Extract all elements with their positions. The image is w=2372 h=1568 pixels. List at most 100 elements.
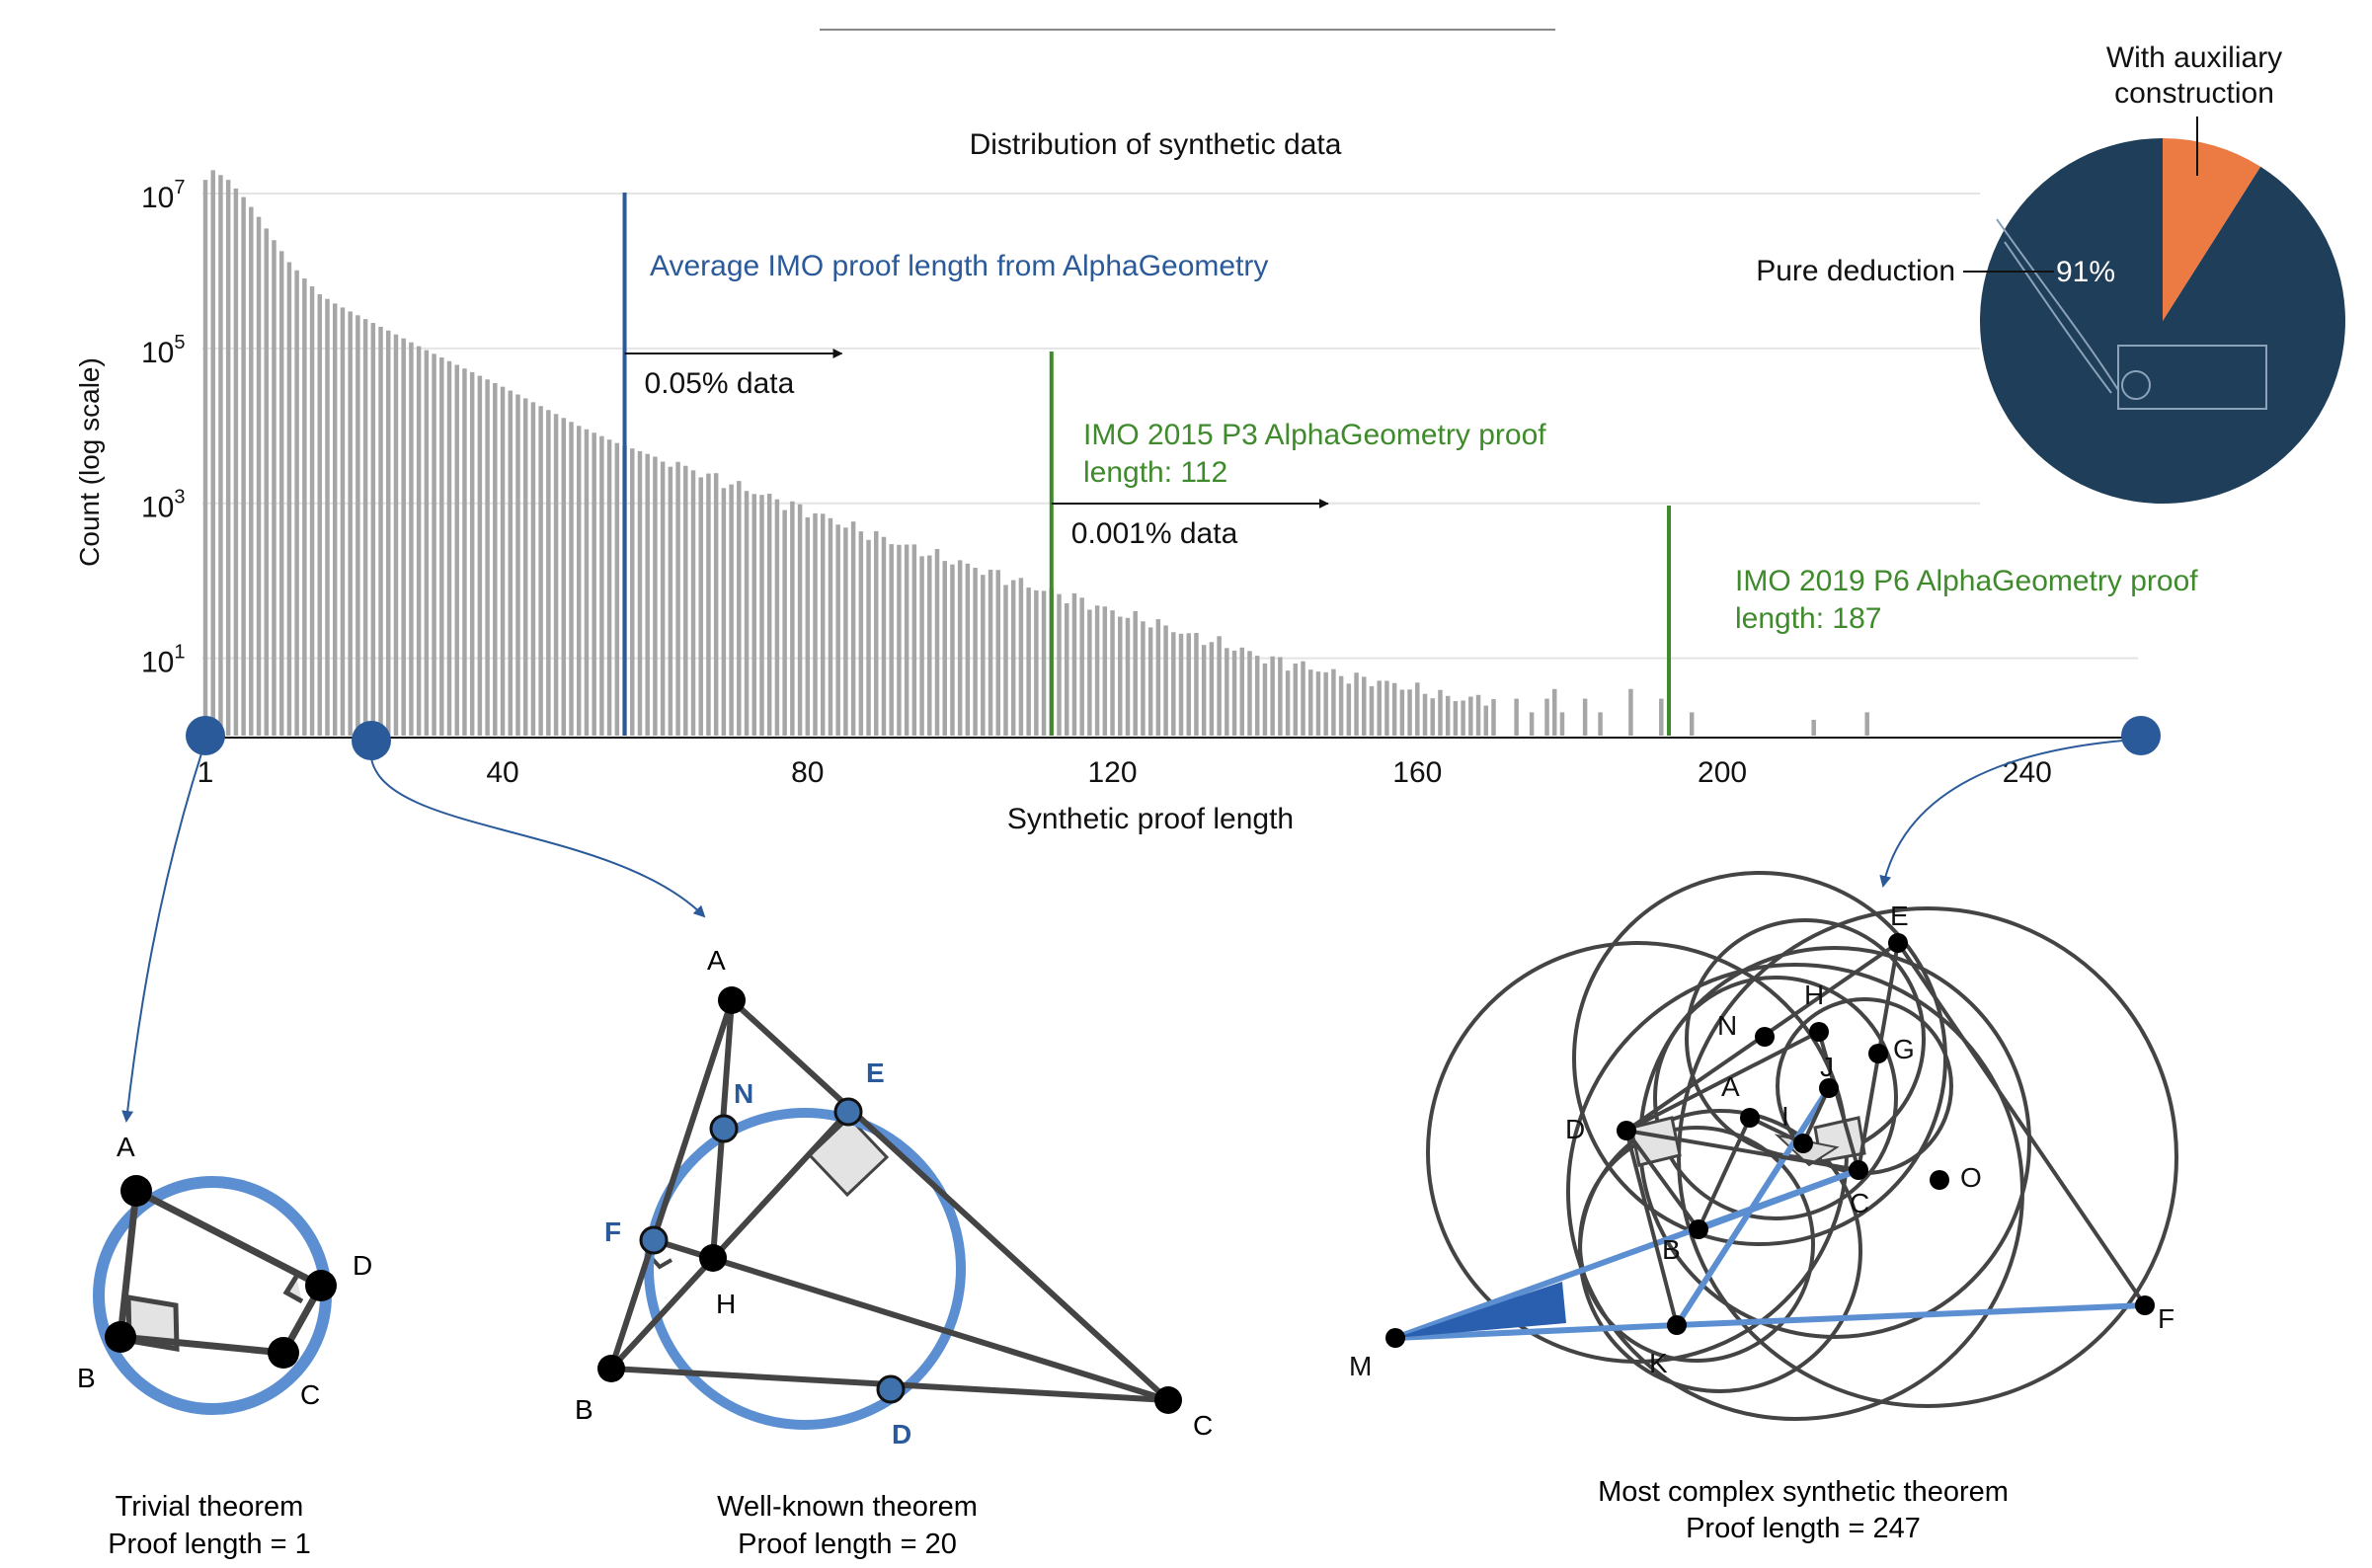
bar (278, 251, 284, 736)
bar (1384, 680, 1389, 736)
bar (272, 240, 277, 737)
bar (675, 461, 680, 736)
bar (1377, 680, 1382, 736)
bar (690, 470, 696, 736)
diagram1-point-d (305, 1270, 337, 1301)
diagram3-segment-ab (1697, 1117, 1752, 1230)
bar (1864, 712, 1869, 736)
bar (737, 481, 742, 736)
diagram3-segment-ji (1801, 1087, 1831, 1144)
diagram2-label-a: A (707, 945, 726, 976)
diagram3-segment-mk (1394, 1322, 1678, 1341)
annotation-label: length: 187 (1735, 602, 1881, 635)
bar (1582, 698, 1588, 736)
bar (477, 375, 483, 736)
pie-inset-circle (2121, 370, 2151, 400)
diagram2-label-d: D (892, 1419, 911, 1450)
bar (1468, 696, 1473, 736)
diagram2-altitude-c (653, 1237, 1169, 1403)
marker-length-20 (352, 721, 391, 760)
diagram3-point-d (1617, 1121, 1636, 1140)
diagram2-point-n (709, 1114, 739, 1143)
bar (493, 382, 498, 736)
diagram2-point-h (699, 1244, 727, 1272)
diagram2-label-f: F (604, 1216, 621, 1247)
bar (713, 473, 719, 736)
bar (1659, 698, 1664, 736)
bar (1461, 700, 1465, 736)
bar (774, 499, 780, 736)
diagram3-label-g: G (1893, 1034, 1915, 1064)
annotation-label: Average IMO proof length from AlphaGeome… (650, 250, 1268, 282)
diagram3-point-h (1809, 1022, 1829, 1042)
bar (553, 414, 559, 736)
bar (1483, 705, 1489, 736)
bar (1391, 682, 1397, 736)
bar (805, 516, 811, 736)
diagram3-label-m: M (1349, 1351, 1372, 1381)
diagram3-circle (1566, 963, 2024, 1421)
bar (1041, 590, 1047, 736)
bar (515, 394, 520, 736)
diagram3-circle (1578, 1126, 1815, 1363)
bar (1438, 689, 1443, 736)
bar (721, 488, 727, 736)
bar (1163, 625, 1168, 736)
bar (309, 286, 315, 736)
diagram3-point-k (1667, 1315, 1687, 1335)
bar (1399, 689, 1405, 736)
diagram2-label-n: N (734, 1078, 753, 1109)
diagram-complex-theorem: E H N G J A I D C O B K M F Most complex… (1349, 871, 2178, 1544)
bar (820, 513, 826, 736)
diagram2-label-b: B (575, 1394, 593, 1425)
bar (432, 353, 436, 736)
bar (1552, 688, 1557, 736)
bar (904, 544, 909, 736)
marker-length-247 (2121, 716, 2161, 755)
bar (1453, 701, 1459, 736)
bar (569, 422, 574, 736)
bar (1079, 597, 1084, 736)
x-tick-label: 40 (486, 756, 518, 789)
bar (1445, 695, 1451, 736)
diagram2-point-e (833, 1097, 863, 1127)
diagram1-segment-ad (134, 1187, 323, 1290)
diagram3-label-o: O (1960, 1162, 1982, 1193)
x-axis-label: Synthetic proof length (1007, 803, 1294, 835)
diagram3-label-d: D (1565, 1114, 1585, 1144)
diagram2-side-ac (729, 997, 1171, 1403)
bar (1194, 632, 1199, 736)
bar (500, 386, 506, 736)
diagram3-labels: E H N G J A I D C O B K M F (1349, 901, 2174, 1381)
pie-auxiliary-label-line2: construction (2114, 77, 2274, 110)
bar (386, 330, 391, 736)
marker-length-1 (186, 716, 225, 755)
bar (1475, 694, 1481, 736)
diagram3-points (1385, 933, 2155, 1348)
connector-arrow-20 (370, 757, 706, 918)
x-tick-labels: 1 40 80 120 160 200 240 (198, 756, 2052, 789)
bar (1331, 668, 1336, 736)
pie-auxiliary-label-line1: With auxiliary (2106, 41, 2282, 74)
bar (1231, 650, 1237, 736)
bar (1415, 682, 1420, 736)
bar (1087, 609, 1092, 736)
bar (828, 517, 833, 736)
pie-inset-box (2117, 345, 2267, 410)
example1-title: Trivial theorem (116, 1491, 304, 1523)
example2-subtitle: Proof length = 20 (738, 1529, 957, 1560)
bar (1529, 712, 1535, 736)
diagram3-label-f: F (2158, 1303, 2174, 1334)
bar (797, 504, 803, 736)
bar (1171, 632, 1176, 736)
x-tick-label: 120 (1088, 756, 1138, 789)
diagram3-label-j: J (1820, 1052, 1834, 1082)
pie-slice-auxiliary (2163, 138, 2261, 321)
diagram3-point-f (2135, 1295, 2155, 1315)
bar (1514, 698, 1519, 736)
bar (1057, 593, 1062, 736)
bar (530, 402, 536, 736)
example3-subtitle: Proof length = 247 (1686, 1513, 1921, 1544)
bar (317, 294, 323, 736)
bar (302, 278, 307, 736)
